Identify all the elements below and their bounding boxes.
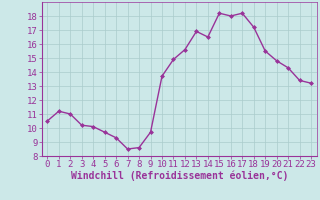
X-axis label: Windchill (Refroidissement éolien,°C): Windchill (Refroidissement éolien,°C) [70,171,288,181]
